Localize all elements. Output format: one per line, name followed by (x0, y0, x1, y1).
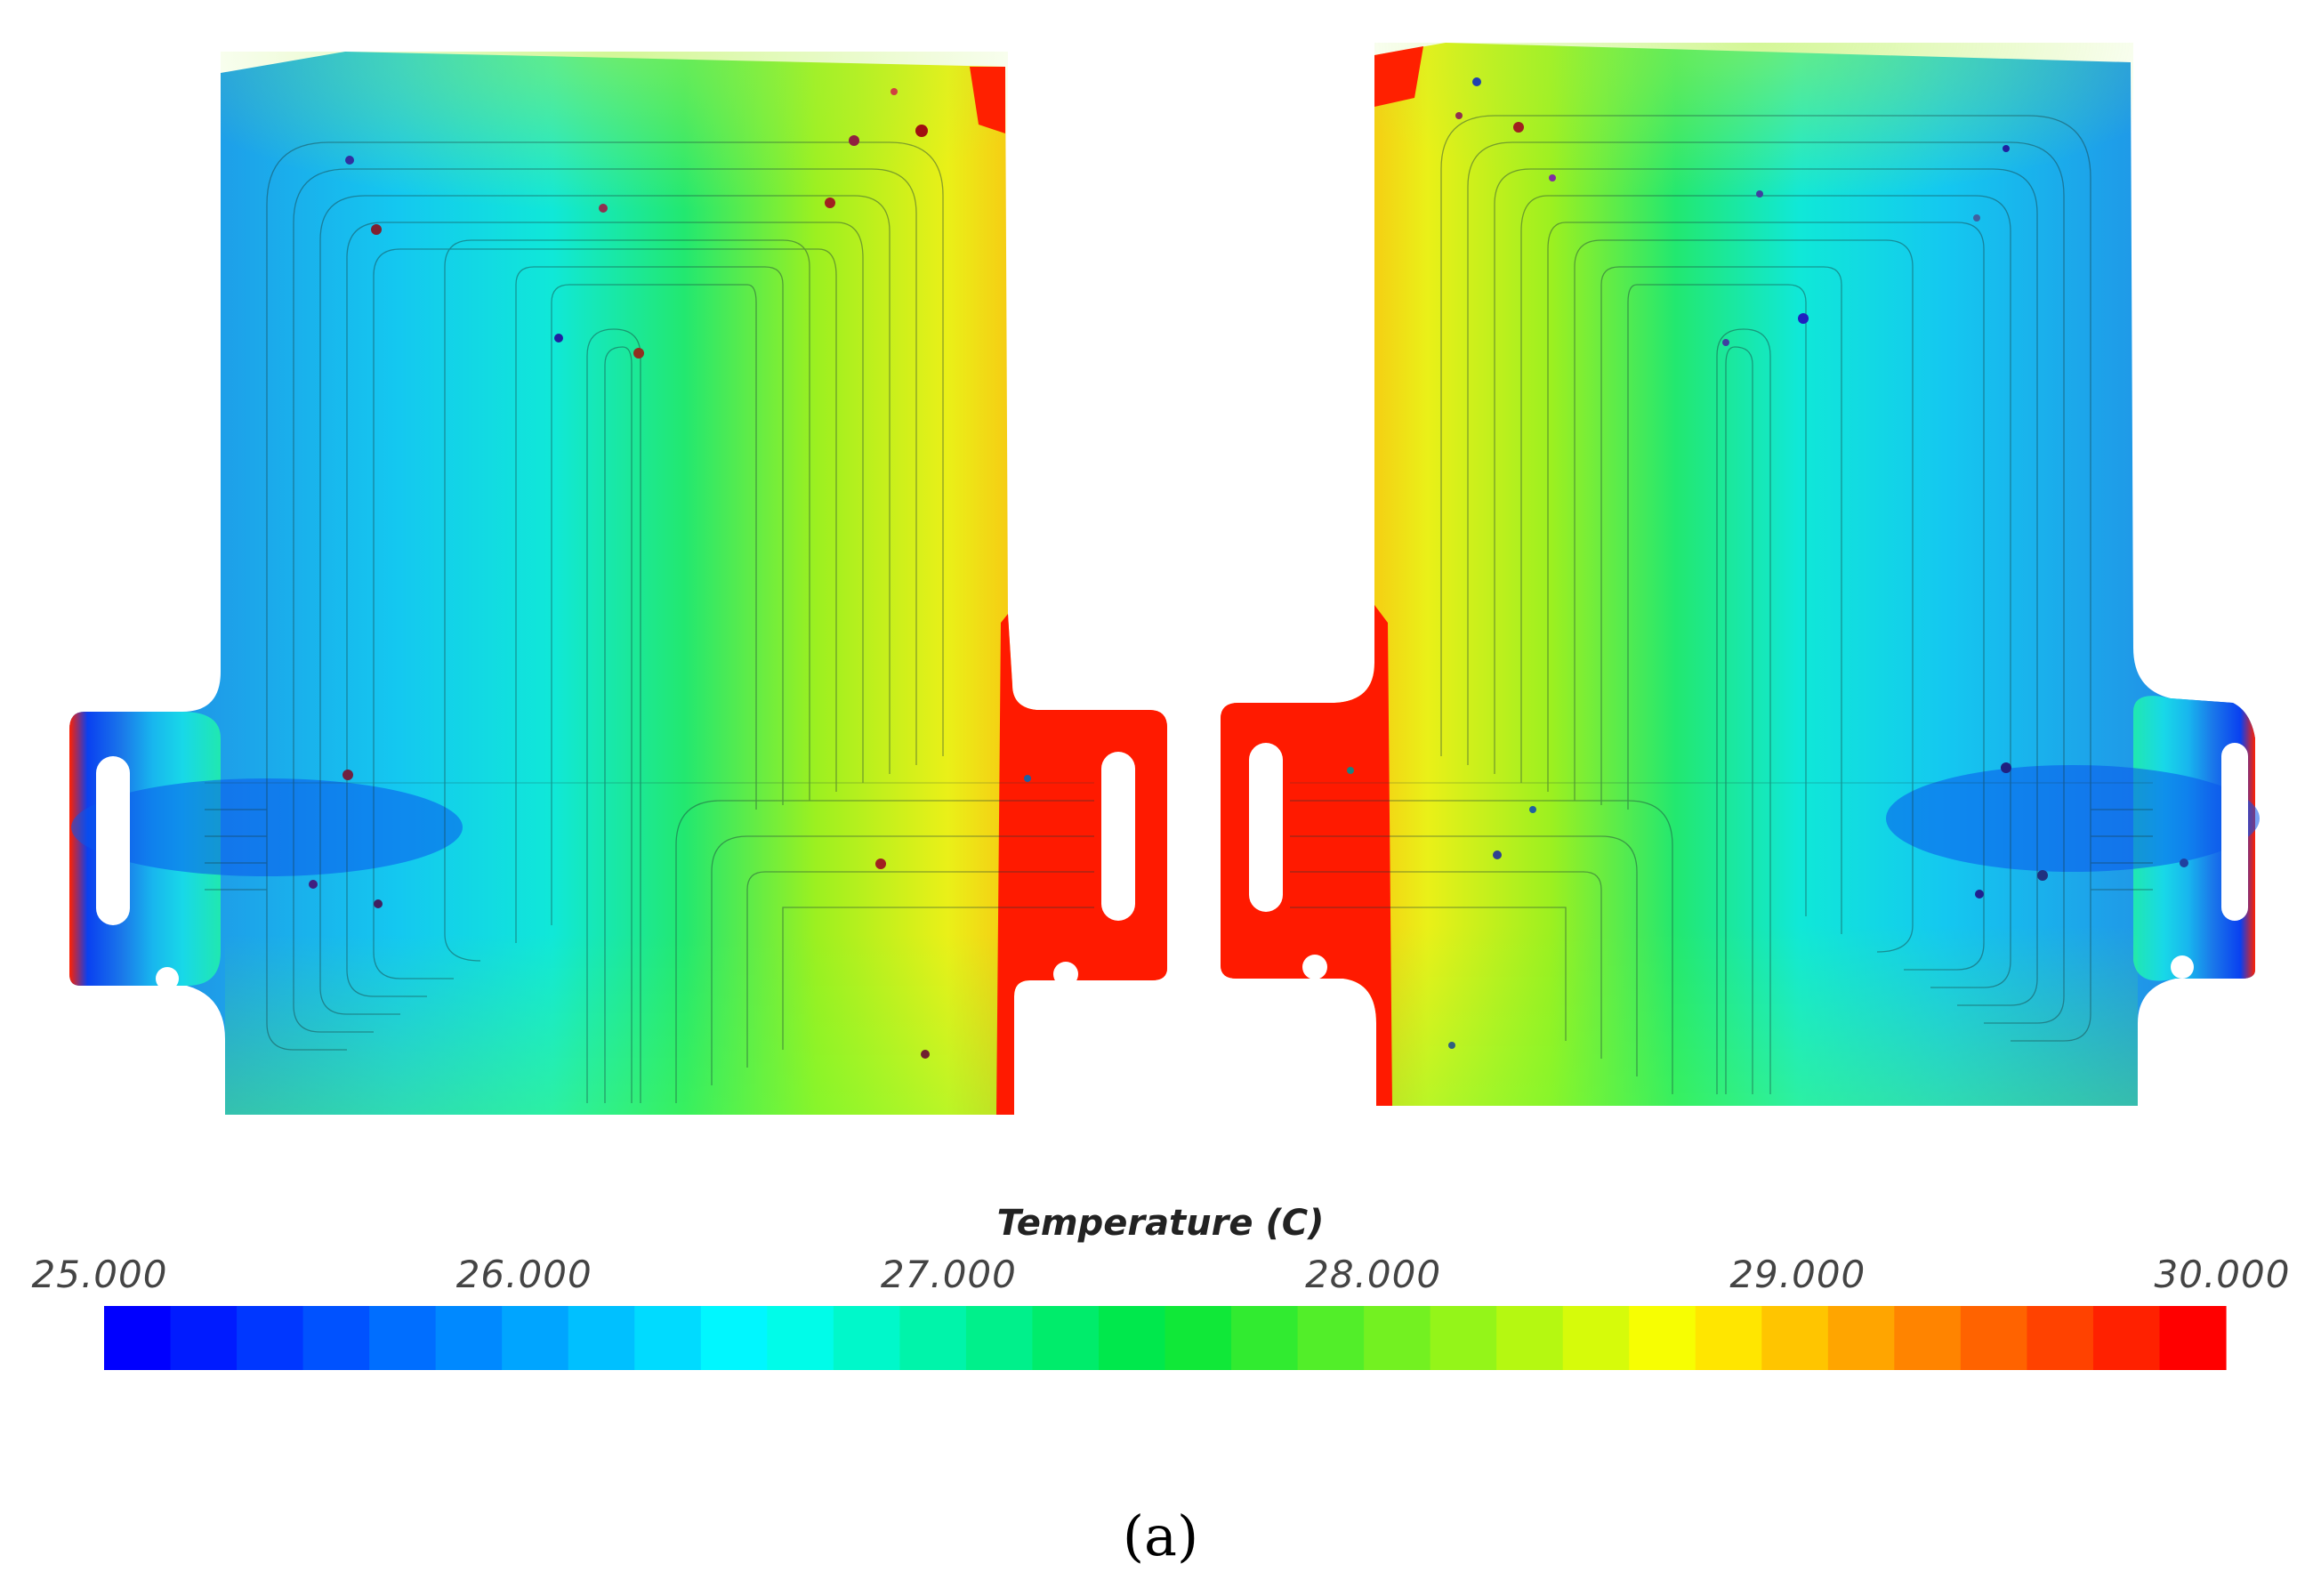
colorbar-step (1894, 1306, 1962, 1370)
right-plate-inlet-slot (2221, 743, 2248, 921)
colorbar-step (1165, 1306, 1232, 1370)
colorbar-step (1761, 1306, 1829, 1370)
colorbar-step (634, 1306, 702, 1370)
left-cooling-plate (69, 52, 1167, 1115)
right-plate-hot-tab (1221, 605, 1392, 1106)
right-plate-mount-hole (1302, 955, 1327, 979)
left-plate-inlet-slot (96, 756, 130, 925)
temperature-colorbar (104, 1306, 2227, 1370)
left-plate-hotspots (309, 88, 1031, 1059)
colorbar-step (2092, 1306, 2161, 1370)
colorbar-step (833, 1306, 900, 1370)
colorbar-title: Temperature (C) (996, 1203, 1325, 1244)
left-plate-channel-lines (205, 141, 1094, 1103)
colorbar-step (1364, 1306, 1431, 1370)
colorbar-step (2159, 1306, 2227, 1370)
colorbar-step (899, 1306, 967, 1370)
colorbar-tick-label: 25.000 (31, 1253, 168, 1296)
left-plate-outlet-slot (1101, 752, 1135, 921)
colorbar-step (502, 1306, 569, 1370)
left-plate-hot-tab (996, 614, 1167, 1115)
colorbar-step (965, 1306, 1034, 1370)
colorbar-step (237, 1306, 304, 1370)
colorbar-tick-label: 29.000 (1729, 1253, 1866, 1296)
colorbar-step (1098, 1306, 1166, 1370)
colorbar-step (170, 1306, 238, 1370)
left-plate-mount-hole (156, 967, 179, 990)
colorbar-step (1430, 1306, 1497, 1370)
colorbar-tick-label: 28.000 (1305, 1253, 1442, 1296)
colorbar-step (1695, 1306, 1762, 1370)
right-plate-outlet-slot (1249, 743, 1283, 912)
colorbar-step (302, 1306, 370, 1370)
colorbar-step (369, 1306, 437, 1370)
colorbar-step (1496, 1306, 1564, 1370)
colorbar-step (700, 1306, 768, 1370)
colorbar-step (767, 1306, 834, 1370)
right-plate-channel-lines (1290, 115, 2153, 1094)
colorbar-step (568, 1306, 635, 1370)
figure-caption: (a) (1122, 1503, 1199, 1568)
colorbar-step (1562, 1306, 1630, 1370)
colorbar-step (1032, 1306, 1100, 1370)
right-plate-hotspots (1347, 77, 2188, 1049)
right-plate-mount-hole (2171, 955, 2194, 979)
colorbar-step (2027, 1306, 2094, 1370)
colorbar-step (1827, 1306, 1895, 1370)
colorbar-tick-label: 26.000 (455, 1253, 592, 1296)
right-cooling-plate (1221, 43, 2260, 1106)
colorbar-step (1297, 1306, 1365, 1370)
colorbar-step (1231, 1306, 1299, 1370)
colorbar-tick-label: 30.000 (2154, 1253, 2291, 1296)
colorbar-step (435, 1306, 503, 1370)
left-plate-mount-hole (1053, 962, 1078, 987)
colorbar-step (104, 1306, 172, 1370)
colorbar-step (1629, 1306, 1696, 1370)
colorbar-step (1960, 1306, 2028, 1370)
colorbar-tick-label: 27.000 (880, 1253, 1017, 1296)
